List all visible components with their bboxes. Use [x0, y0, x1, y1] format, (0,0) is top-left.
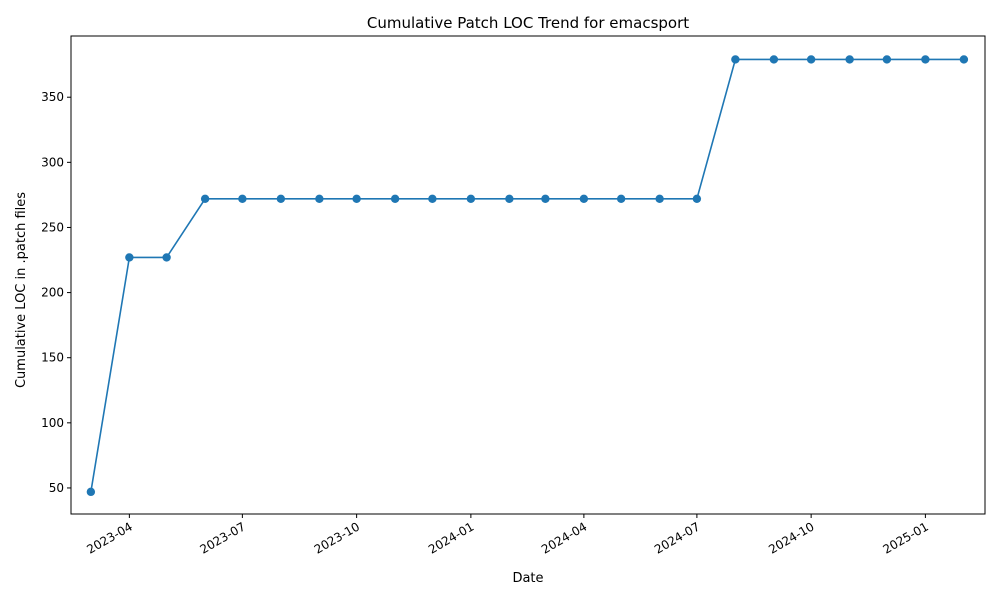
- data-point: [845, 55, 854, 64]
- x-tick-label: 2024-04: [539, 519, 589, 556]
- y-tick-label: 150: [41, 351, 64, 365]
- series-line: [90, 58, 964, 492]
- data-point: [579, 194, 589, 204]
- data-point: [162, 253, 171, 262]
- data-point: [769, 55, 779, 64]
- plot-frame: [70, 35, 986, 515]
- x-tick-label: 2025-01: [880, 519, 930, 556]
- y-tick-label: 250: [41, 220, 64, 234]
- data-point: [692, 194, 702, 204]
- data-point: [315, 194, 324, 204]
- plot-area: [86, 55, 969, 497]
- data-point: [505, 194, 514, 204]
- x-axis-title: Date: [512, 571, 543, 586]
- data-point: [655, 194, 664, 204]
- y-tick-label: 350: [41, 90, 64, 104]
- data-point: [921, 55, 930, 64]
- data-point: [616, 194, 626, 204]
- data-point: [125, 253, 134, 262]
- x-tick-label: 2024-10: [766, 519, 816, 556]
- data-point: [428, 194, 437, 204]
- data-point: [466, 194, 476, 204]
- data-point: [731, 55, 740, 64]
- y-axis: 50 100 150 200 250 300 350: [41, 90, 71, 495]
- data-point: [238, 194, 247, 204]
- data-point: [882, 55, 892, 64]
- data-point: [806, 55, 816, 64]
- x-tick-label: 2023-04: [84, 519, 134, 556]
- chart-title: Cumulative Patch LOC Trend for emacsport: [367, 14, 689, 32]
- data-point: [390, 194, 400, 204]
- data-point: [541, 194, 550, 204]
- data-point: [200, 194, 210, 204]
- data-point: [276, 194, 286, 204]
- y-tick-label: 300: [41, 155, 64, 169]
- y-tick-label: 200: [41, 286, 64, 300]
- data-point: [86, 487, 96, 497]
- y-tick-label: 100: [41, 416, 64, 430]
- y-tick-label: 50: [49, 481, 64, 495]
- x-tick-label: 2024-01: [426, 519, 476, 556]
- x-tick-label: 2023-07: [197, 519, 247, 556]
- x-axis: 2023-04 2023-07 2023-10 2024-01 2024-04 2024-…: [84, 514, 931, 557]
- data-point: [959, 55, 969, 64]
- x-tick-label: 2023-10: [312, 519, 362, 556]
- x-tick-label: 2024-07: [652, 519, 702, 556]
- y-axis-title: Cumulative LOC in .patch files: [14, 192, 29, 388]
- data-point: [352, 194, 361, 204]
